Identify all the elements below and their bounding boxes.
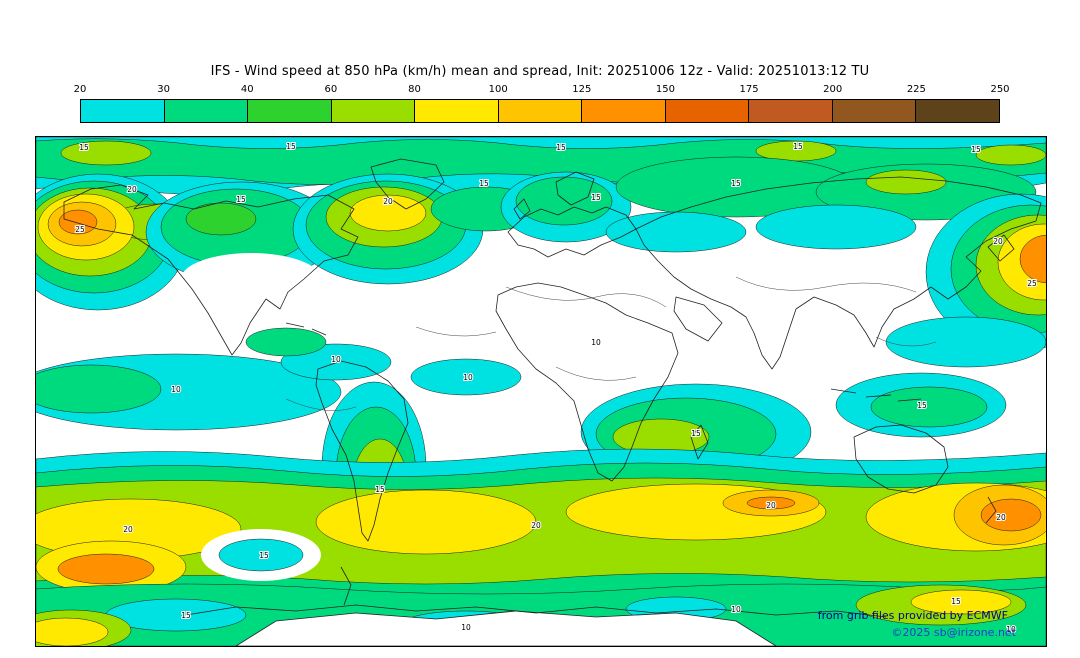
contour-label: 15	[951, 597, 961, 606]
colorbar-tick-label: 40	[240, 84, 254, 95]
contour-label: 20	[383, 197, 393, 206]
colorbar-segment	[248, 100, 332, 122]
contour-label: 10	[171, 385, 181, 394]
colorbar-tick-label: 60	[324, 84, 338, 95]
thin-contour-lines-layer	[285, 276, 937, 411]
coastline-north-america	[63, 184, 359, 356]
contour-label: 10	[461, 623, 471, 632]
contour-label: 15	[971, 145, 981, 154]
colorbar-segment	[81, 100, 165, 122]
coastline-caribbean	[285, 322, 327, 336]
colorbar-tick-label: 225	[906, 84, 926, 95]
coastline-eurasia	[635, 176, 1042, 370]
contour-label: 15	[917, 401, 927, 410]
contour-label: 15	[375, 485, 385, 494]
attribution-copyright: ©2025 sb@irizone.net	[891, 626, 1016, 639]
contour-label: 20	[123, 525, 133, 534]
contour-labels-layer: 15 15 15 15 15 20 25 15 20 15 15 15 20 25 10 10 10 10 15 15…	[74, 141, 1038, 635]
coastline-new-zealand	[985, 496, 997, 524]
world-wind-map-svg: 15 15 15 15 15 20 25 15 20 15 15 15 20 25 10 10 10 10 15 15…	[36, 137, 1046, 646]
coastline-africa	[495, 282, 679, 482]
colorbar-tick-label: 30	[157, 84, 170, 95]
contour-label: 20	[766, 501, 776, 510]
contour-label: 15	[236, 195, 246, 204]
colorbar-segment	[749, 100, 833, 122]
colorbar-segment	[916, 100, 1000, 122]
contour-label: 15	[479, 179, 489, 188]
contour-label: 20	[531, 521, 541, 530]
contour-label: 10	[591, 338, 601, 347]
wind-speed-fill-layer	[36, 137, 1046, 646]
contour-label: 15	[793, 142, 803, 151]
colorbar-tick-label: 200	[823, 84, 843, 95]
contour-label: 15	[691, 429, 701, 438]
coastline-australia	[853, 424, 949, 494]
colorbar-tick-label: 100	[488, 84, 508, 95]
coastline-south-america	[315, 360, 409, 542]
colorbar-segment	[665, 100, 750, 122]
contour-label: 10	[731, 605, 741, 614]
coastline-greenland	[370, 158, 445, 210]
coastline-antarctic-peninsula	[340, 566, 352, 606]
contour-label: 15	[79, 143, 89, 152]
contour-label: 15	[556, 143, 566, 152]
coastline-indonesia	[830, 388, 922, 402]
coastline-madagascar	[690, 424, 709, 460]
contour-label: 25	[1027, 279, 1037, 288]
contour-label: 20	[993, 237, 1003, 246]
colorbar	[80, 99, 1000, 123]
colorbar-tick-label: 20	[73, 84, 87, 95]
coastline-arabia	[673, 296, 723, 342]
colorbar-segment	[331, 100, 416, 122]
contour-label: 15	[259, 551, 269, 560]
contour-label: 25	[75, 225, 85, 234]
contour-label: 10	[331, 355, 341, 364]
colorbar-tick-label: 250	[990, 84, 1010, 95]
contour-label: 10	[1006, 625, 1016, 634]
map-frame: 15 15 15 15 15 20 25 15 20 15 15 15 20 25 10 10 10 10 15 15…	[35, 136, 1047, 647]
chart-title: IFS - Wind speed at 850 hPa (km/h) mean …	[210, 64, 870, 79]
coastline-scandinavia	[555, 171, 595, 206]
colorbar-segment	[498, 100, 583, 122]
colorbar-tick-label: 175	[739, 84, 759, 95]
contour-label: 20	[127, 185, 137, 194]
contour-label: 15	[591, 193, 601, 202]
coastline-japan	[987, 234, 1015, 262]
colorbar-ticks: 20 30 40 60 80 100 125 150 175 200 225 250	[74, 84, 1010, 96]
colorbar-tick-label: 125	[572, 84, 592, 95]
contour-label: 15	[731, 179, 741, 188]
contour-label: 15	[181, 611, 191, 620]
coastline-antarctica	[185, 604, 887, 618]
colorbar-segment	[832, 100, 917, 122]
contour-label: 10	[463, 373, 473, 382]
contour-label: 15	[286, 142, 296, 151]
colorbar-segment	[415, 100, 499, 122]
colorbar-segment	[164, 100, 249, 122]
attribution-ecmwf: from grib files provided by ECMWF	[817, 609, 1008, 622]
colorbar-tick-label: 80	[408, 84, 421, 95]
coastlines-layer	[63, 158, 1042, 618]
coastline-british-isles	[513, 198, 531, 220]
colorbar-tick-label: 150	[655, 84, 675, 95]
colorbar-segment	[582, 100, 666, 122]
contour-label: 20	[996, 513, 1006, 522]
